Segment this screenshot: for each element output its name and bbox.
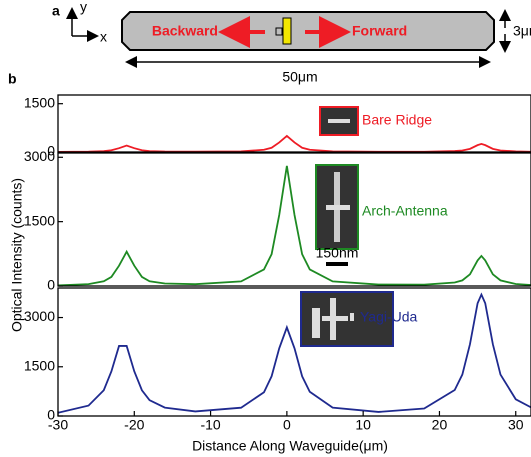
x-tick-label: -30 bbox=[48, 417, 68, 433]
figure: a y x Backward Forward 3μm 50μm b Optica… bbox=[0, 0, 531, 457]
x-tick-label: 0 bbox=[283, 417, 291, 433]
y-tick-label: 1500 bbox=[24, 212, 55, 228]
panel-label: b bbox=[8, 71, 17, 87]
direction-label: Forward bbox=[352, 23, 407, 39]
y-tick-label: 3000 bbox=[24, 308, 55, 324]
x-tick-label: 30 bbox=[508, 417, 524, 433]
y-axis-title: Optical Intensity (counts) bbox=[9, 178, 25, 332]
series-label: Yagi-Uda bbox=[360, 309, 418, 325]
y-tick-label: 1500 bbox=[24, 94, 55, 110]
data-line bbox=[58, 295, 531, 413]
x-tick-label: 20 bbox=[432, 417, 448, 433]
antenna bbox=[283, 18, 291, 44]
x-tick-label: 10 bbox=[355, 417, 371, 433]
inset-feature bbox=[326, 205, 350, 210]
x-tick-label: -20 bbox=[124, 417, 144, 433]
direction-label: Backward bbox=[152, 23, 218, 39]
length-label: 50μm bbox=[282, 69, 317, 85]
inset-feature bbox=[322, 316, 348, 321]
data-line bbox=[58, 136, 531, 152]
y-tick-label: 0 bbox=[47, 277, 55, 293]
axis-y-label: y bbox=[80, 0, 87, 15]
series-label: Arch-Antenna bbox=[362, 203, 448, 219]
scale-bar bbox=[326, 262, 348, 266]
inset-feature bbox=[328, 119, 350, 123]
inset-feature bbox=[350, 313, 354, 321]
inset-feature bbox=[312, 308, 320, 338]
panel-label: a bbox=[52, 3, 60, 19]
y-tick-label: 3000 bbox=[24, 148, 55, 164]
x-tick-label: -10 bbox=[200, 417, 220, 433]
y-tick-label: 1500 bbox=[24, 357, 55, 373]
data-line bbox=[58, 166, 531, 285]
width-label: 3μm bbox=[513, 23, 531, 39]
scale-bar-label: 150nm bbox=[316, 245, 359, 261]
series-label: Bare Ridge bbox=[362, 112, 432, 128]
axis-x-label: x bbox=[100, 29, 107, 45]
x-axis-title: Distance Along Waveguide(μm) bbox=[192, 438, 388, 454]
